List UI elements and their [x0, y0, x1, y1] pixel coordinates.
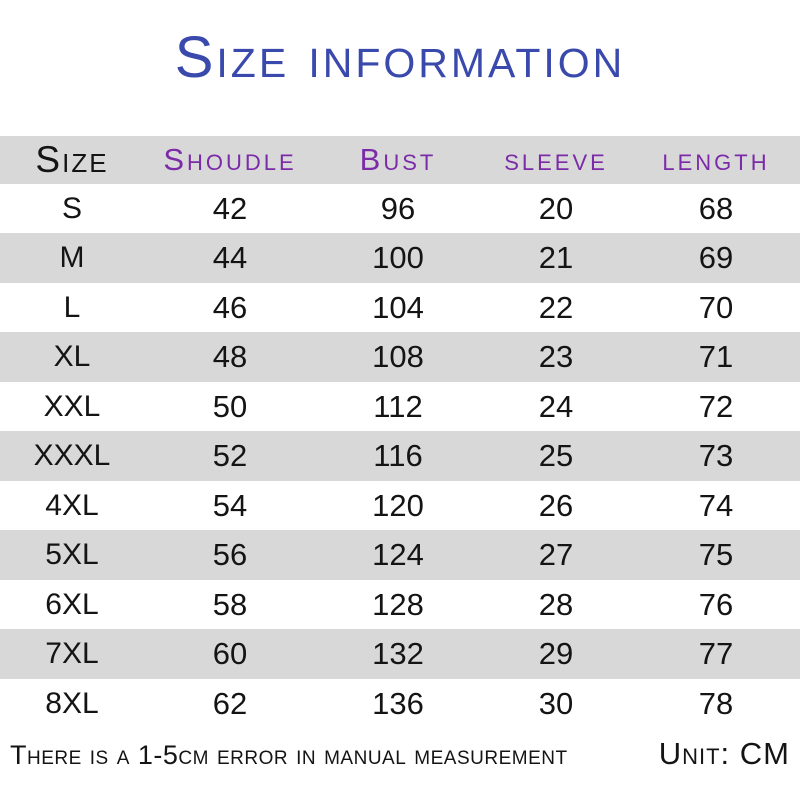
sleeve-cell: 24	[538, 388, 574, 424]
table-row: XL 48 108 23 71	[0, 332, 800, 382]
shoudle-cell: 44	[212, 240, 248, 276]
page-title: Size information	[174, 25, 626, 90]
sleeve-cell: 21	[538, 240, 574, 276]
sleeve-cell: 23	[538, 339, 574, 375]
bust-cell: 120	[372, 487, 424, 523]
table-row: S 42 96 20 68	[0, 184, 800, 234]
size-cell: S	[61, 191, 82, 225]
size-chart-page: Size information Size Shoudle Bust sleev…	[0, 26, 800, 800]
size-cell: 6XL	[45, 587, 99, 621]
sleeve-cell: 27	[538, 537, 574, 573]
bust-cell: 108	[372, 339, 424, 375]
length-cell: 69	[698, 240, 734, 276]
size-cell: XXL	[43, 389, 101, 423]
sleeve-cell: 29	[538, 636, 574, 672]
shoudle-cell: 62	[212, 685, 248, 721]
table-row: 4XL 54 120 26 74	[0, 481, 800, 531]
size-cell: 5XL	[45, 538, 99, 572]
bust-cell: 112	[373, 388, 423, 424]
measurement-note: There is a 1-5cm error in manual measure…	[10, 740, 568, 771]
table-row: M 44 100 21 69	[0, 233, 800, 283]
shoudle-cell: 46	[212, 289, 248, 325]
sleeve-cell: 28	[538, 586, 574, 622]
shoudle-cell: 42	[212, 190, 248, 226]
table-body: S 42 96 20 68 M 44 100 21 69 L 46 104 22…	[0, 184, 800, 729]
footer: There is a 1-5cm error in manual measure…	[0, 728, 800, 772]
table-row: 8XL 62 136 30 78	[0, 679, 800, 729]
shoudle-cell: 48	[212, 339, 248, 375]
bust-cell: 132	[372, 636, 424, 672]
table-row: XXXL 52 116 25 73	[0, 431, 800, 481]
sleeve-cell: 26	[538, 487, 574, 523]
bust-cell: 128	[372, 586, 424, 622]
bust-cell: 100	[372, 240, 424, 276]
sleeve-cell: 30	[538, 685, 574, 721]
col-header-length: length	[662, 141, 770, 177]
length-cell: 74	[698, 487, 734, 523]
col-header-shoudle: Shoudle	[163, 141, 297, 177]
table-row: 6XL 58 128 28 76	[0, 580, 800, 630]
sleeve-cell: 25	[538, 438, 574, 474]
length-cell: 72	[698, 388, 734, 424]
shoudle-cell: 56	[212, 537, 248, 573]
shoudle-cell: 50	[212, 388, 248, 424]
sleeve-cell: 22	[538, 289, 574, 325]
size-cell: XXXL	[33, 439, 111, 473]
shoudle-cell: 60	[212, 636, 248, 672]
length-cell: 73	[698, 438, 734, 474]
table-row: 7XL 60 132 29 77	[0, 629, 800, 679]
shoudle-cell: 54	[212, 487, 248, 523]
size-table: Size Shoudle Bust sleeve length S 42 96 …	[0, 135, 800, 729]
bust-cell: 136	[372, 685, 424, 721]
sleeve-cell: 20	[538, 190, 574, 226]
length-cell: 70	[698, 289, 734, 325]
length-cell: 75	[698, 537, 734, 573]
bust-cell: 96	[380, 190, 416, 226]
unit-label: Unit: CM	[658, 736, 790, 772]
size-cell: M	[59, 241, 85, 275]
col-header-bust: Bust	[359, 141, 437, 177]
table-row: 5XL 56 124 27 75	[0, 530, 800, 580]
size-cell: 8XL	[45, 686, 99, 720]
size-cell: 7XL	[45, 637, 99, 671]
length-cell: 76	[698, 586, 734, 622]
col-header-sleeve: sleeve	[504, 141, 608, 177]
header-row: Size Shoudle Bust sleeve length	[0, 135, 800, 184]
table-row: XXL 50 112 24 72	[0, 382, 800, 432]
length-cell: 78	[698, 685, 734, 721]
bust-cell: 124	[372, 537, 424, 573]
col-header-size: Size	[35, 138, 109, 180]
table-row: L 46 104 22 70	[0, 283, 800, 333]
bust-cell: 116	[373, 438, 423, 474]
size-cell: L	[63, 290, 81, 324]
shoudle-cell: 58	[212, 586, 248, 622]
bust-cell: 104	[372, 289, 424, 325]
shoudle-cell: 52	[212, 438, 248, 474]
size-cell: 4XL	[45, 488, 99, 522]
length-cell: 71	[698, 339, 734, 375]
length-cell: 77	[698, 636, 734, 672]
length-cell: 68	[698, 190, 734, 226]
size-cell: XL	[53, 340, 91, 374]
